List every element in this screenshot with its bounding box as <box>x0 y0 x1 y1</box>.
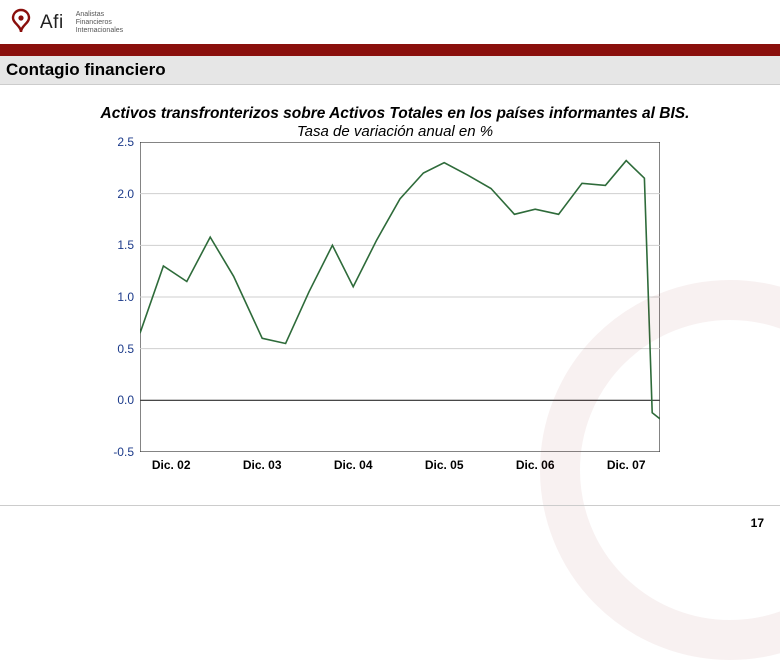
chart-svg <box>140 142 660 452</box>
y-axis-label: 2.5 <box>117 135 140 149</box>
section-title: Contagio financiero <box>6 60 774 80</box>
brand-subtitle-line3: Internacionales <box>76 27 123 35</box>
header: Afi Analistas Financieros Internacionale… <box>0 0 780 44</box>
x-axis-label: Dic. 05 <box>425 452 464 472</box>
brand-subtitle-line2: Financieros <box>76 19 123 27</box>
chart-subtitle: Tasa de variación anual en % <box>40 123 750 140</box>
x-axis-label: Dic. 07 <box>607 452 646 472</box>
page-number: 17 <box>751 516 764 530</box>
brand-subtitle-line1: Analistas <box>76 11 123 19</box>
brand-subtitle: Analistas Financieros Internacionales <box>72 11 123 34</box>
content: Activos transfronterizos sobre Activos T… <box>0 85 780 452</box>
section-title-bar: Contagio financiero <box>0 56 780 85</box>
y-axis-label: 0.5 <box>117 342 140 356</box>
y-axis-label: 1.5 <box>117 238 140 252</box>
chart-title: Activos transfronterizos sobre Activos T… <box>40 105 750 123</box>
brand-name: Afi <box>40 12 64 34</box>
y-axis-label: 1.0 <box>117 290 140 304</box>
brand-logo-icon <box>10 8 32 38</box>
y-axis-label: -0.5 <box>113 445 140 459</box>
x-axis-label: Dic. 06 <box>516 452 555 472</box>
chart: -0.50.00.51.01.52.02.5 Dic. 02Dic. 03Dic… <box>140 142 660 452</box>
x-axis-label: Dic. 03 <box>243 452 282 472</box>
footer-separator <box>0 505 780 506</box>
y-axis-label: 0.0 <box>117 393 140 407</box>
y-axis-label: 2.0 <box>117 187 140 201</box>
accent-bar <box>0 44 780 56</box>
x-axis-label: Dic. 04 <box>334 452 373 472</box>
x-axis-label: Dic. 02 <box>152 452 191 472</box>
